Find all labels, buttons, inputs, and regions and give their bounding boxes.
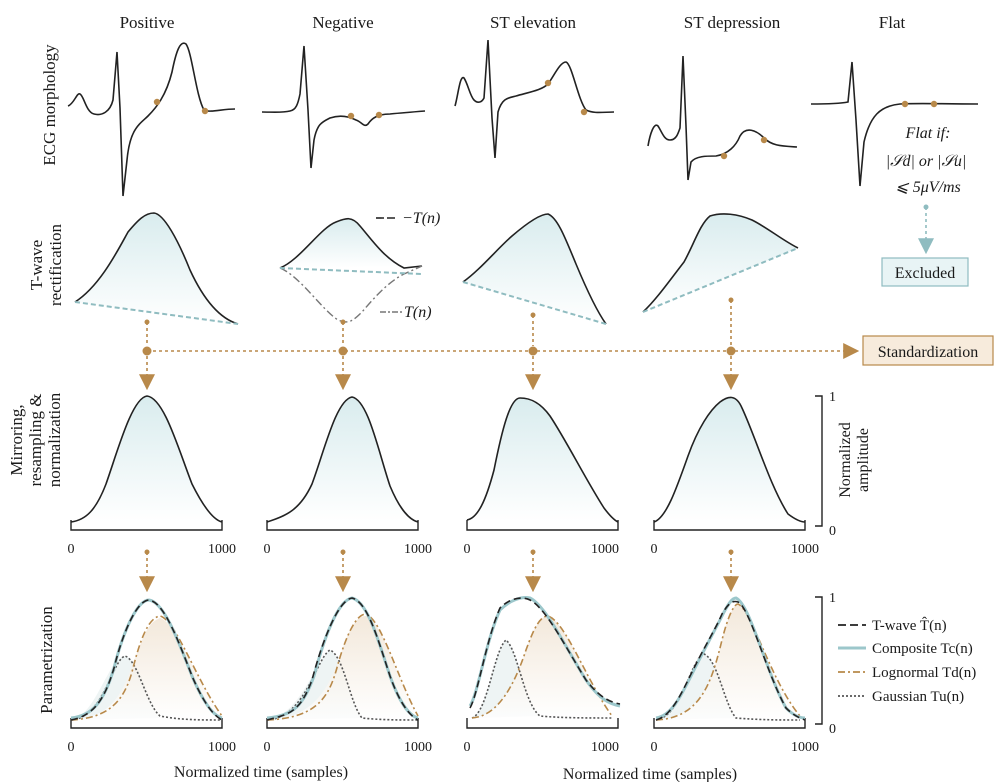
svg-text:1000: 1000 [404, 740, 432, 755]
ecg-positive [67, 42, 236, 197]
svg-text:0: 0 [264, 542, 271, 557]
svg-text:normalization: normalization [45, 392, 64, 487]
flat-note-line1: Flat if: [905, 125, 951, 142]
svg-text:1000: 1000 [791, 740, 819, 755]
row-label-mirroring: Mirroring, resampling & normalization [7, 392, 64, 487]
standardization-box [862, 335, 994, 366]
svg-text:1000: 1000 [208, 740, 236, 755]
svg-text:1: 1 [829, 390, 836, 405]
column-title-positive: Positive [120, 13, 175, 32]
rect-st-elevation [462, 213, 607, 325]
standardization-connector [146, 300, 860, 359]
connector-dots [142, 297, 736, 356]
ecg-st-elevation [454, 39, 615, 159]
norm-st-depression [653, 396, 806, 523]
param-st-depression [655, 596, 806, 721]
rect-positive [74, 212, 239, 325]
row-label-ecg: ECG morphology [40, 44, 59, 166]
svg-text:resampling &: resampling & [26, 393, 45, 486]
legend-twave: T-wave T̂(n) [872, 617, 947, 634]
norm-negative [266, 396, 419, 523]
down-arrow-icon [918, 204, 934, 255]
row-label-rectification: T-wave rectification [27, 223, 65, 306]
param-negative [266, 596, 419, 721]
column-title-negative: Negative [312, 13, 373, 32]
legend-gaussian: Gaussian Tu(n) [872, 689, 964, 705]
norm-positive [70, 395, 223, 523]
svg-text:0: 0 [464, 740, 471, 755]
param-positive [70, 598, 223, 721]
norm-st-elevation [466, 397, 619, 523]
svg-text:amplitude: amplitude [855, 428, 872, 492]
svg-text:0: 0 [264, 740, 271, 755]
flat-note-line2: |𝒮d| or |𝒮u| [886, 153, 967, 170]
svg-text:1000: 1000 [404, 542, 432, 557]
norm-axes [70, 395, 823, 531]
arrows-row3 [139, 356, 739, 391]
svg-text:1000: 1000 [591, 542, 619, 557]
svg-text:0: 0 [829, 722, 836, 737]
svg-text:0: 0 [651, 542, 658, 557]
svg-text:T-wave: T-wave [27, 240, 46, 290]
svg-text:Parametrization: Parametrization [37, 606, 56, 714]
excluded-box [881, 257, 969, 287]
neg-T-label: −T(n) [402, 210, 440, 227]
svg-text:Normalized: Normalized [837, 422, 854, 498]
x-axis-title-left: Normalized time (samples) [174, 764, 348, 781]
excluded-label: Excluded [895, 265, 955, 282]
svg-text:0: 0 [464, 542, 471, 557]
svg-text:Mirroring,: Mirroring, [7, 404, 26, 475]
svg-text:0: 0 [829, 524, 836, 539]
svg-text:0: 0 [68, 542, 75, 557]
svg-text:0: 0 [651, 740, 658, 755]
x-axis-title-right: Normalized time (samples) [563, 766, 737, 782]
legend: T-wave T̂(n) Composite Tc(n) Lognormal T… [838, 617, 976, 705]
column-title-st-elevation: ST elevation [490, 13, 577, 32]
column-title-flat: Flat [879, 13, 906, 32]
svg-text:1000: 1000 [208, 542, 236, 557]
rect-negative [279, 217, 423, 323]
svg-text:ECG morphology: ECG morphology [40, 44, 59, 166]
arrow-dots-row4 [144, 549, 734, 555]
ecg-flat [810, 61, 979, 187]
svg-text:rectification: rectification [46, 223, 65, 306]
norm-y-title: Normalized amplitude [837, 422, 872, 498]
rect-st-depression [642, 213, 799, 313]
param-axes [70, 596, 823, 729]
svg-text:1000: 1000 [591, 740, 619, 755]
standardization-label: Standardization [878, 344, 978, 361]
svg-text:1000: 1000 [791, 542, 819, 557]
flat-note-line3: ⩽ 5μV/ms [895, 179, 960, 196]
ecg-st-depression [647, 55, 798, 181]
legend-composite: Composite Tc(n) [872, 641, 973, 657]
arrows-row4 [139, 552, 739, 593]
column-title-st-depression: ST depression [684, 13, 781, 32]
legend-lognormal: Lognormal Td(n) [872, 665, 976, 681]
param-x-ticks: 0 1000 0 1000 0 1000 0 1000 1 0 [68, 591, 837, 755]
norm-x-ticks: 0 1000 0 1000 0 1000 0 1000 1 0 [68, 390, 837, 557]
ecg-negative [261, 45, 426, 169]
row-label-parametrization: Parametrization [37, 606, 56, 714]
pos-T-label: T(n) [404, 304, 432, 321]
svg-text:0: 0 [68, 740, 75, 755]
param-st-elevation [468, 596, 621, 719]
svg-text:1: 1 [829, 591, 836, 606]
